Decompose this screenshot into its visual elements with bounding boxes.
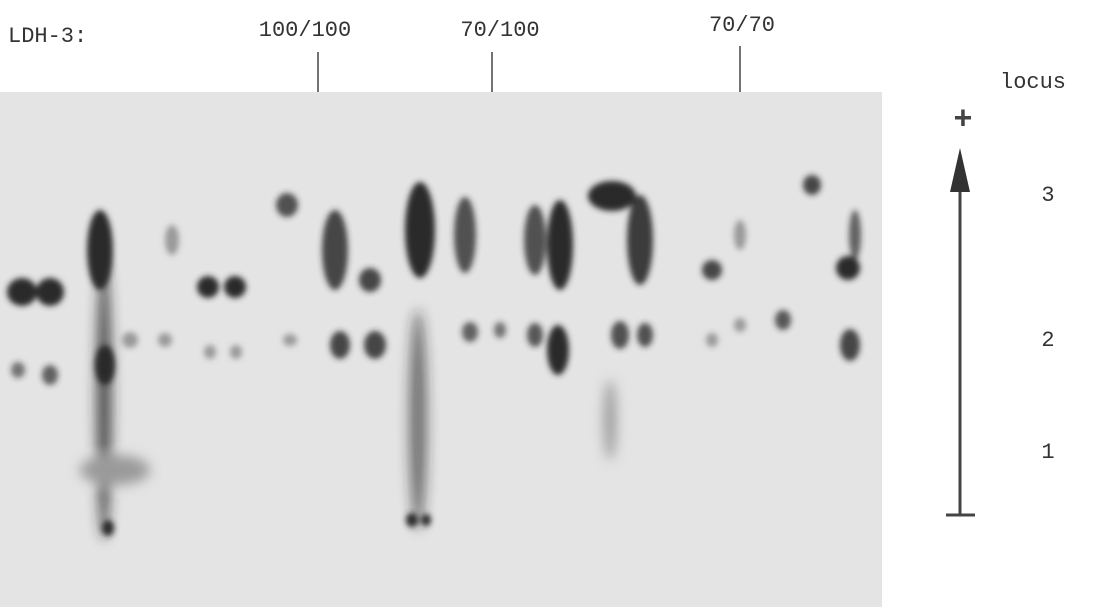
lane-label: 70/100 — [460, 18, 539, 43]
bands — [7, 175, 861, 536]
lane-label: 100/100 — [259, 18, 351, 43]
arrow-head — [950, 148, 970, 192]
locus-label: 1 — [1041, 440, 1054, 465]
locus-label: 3 — [1041, 183, 1054, 208]
smears — [80, 260, 616, 540]
lane-label: 70/70 — [709, 13, 775, 38]
locus-label: 2 — [1041, 328, 1054, 353]
direction-sign: + — [953, 101, 972, 138]
legend-title: locus — [1000, 70, 1066, 95]
header-label: LDH-3: — [8, 24, 87, 49]
gel — [0, 92, 882, 607]
